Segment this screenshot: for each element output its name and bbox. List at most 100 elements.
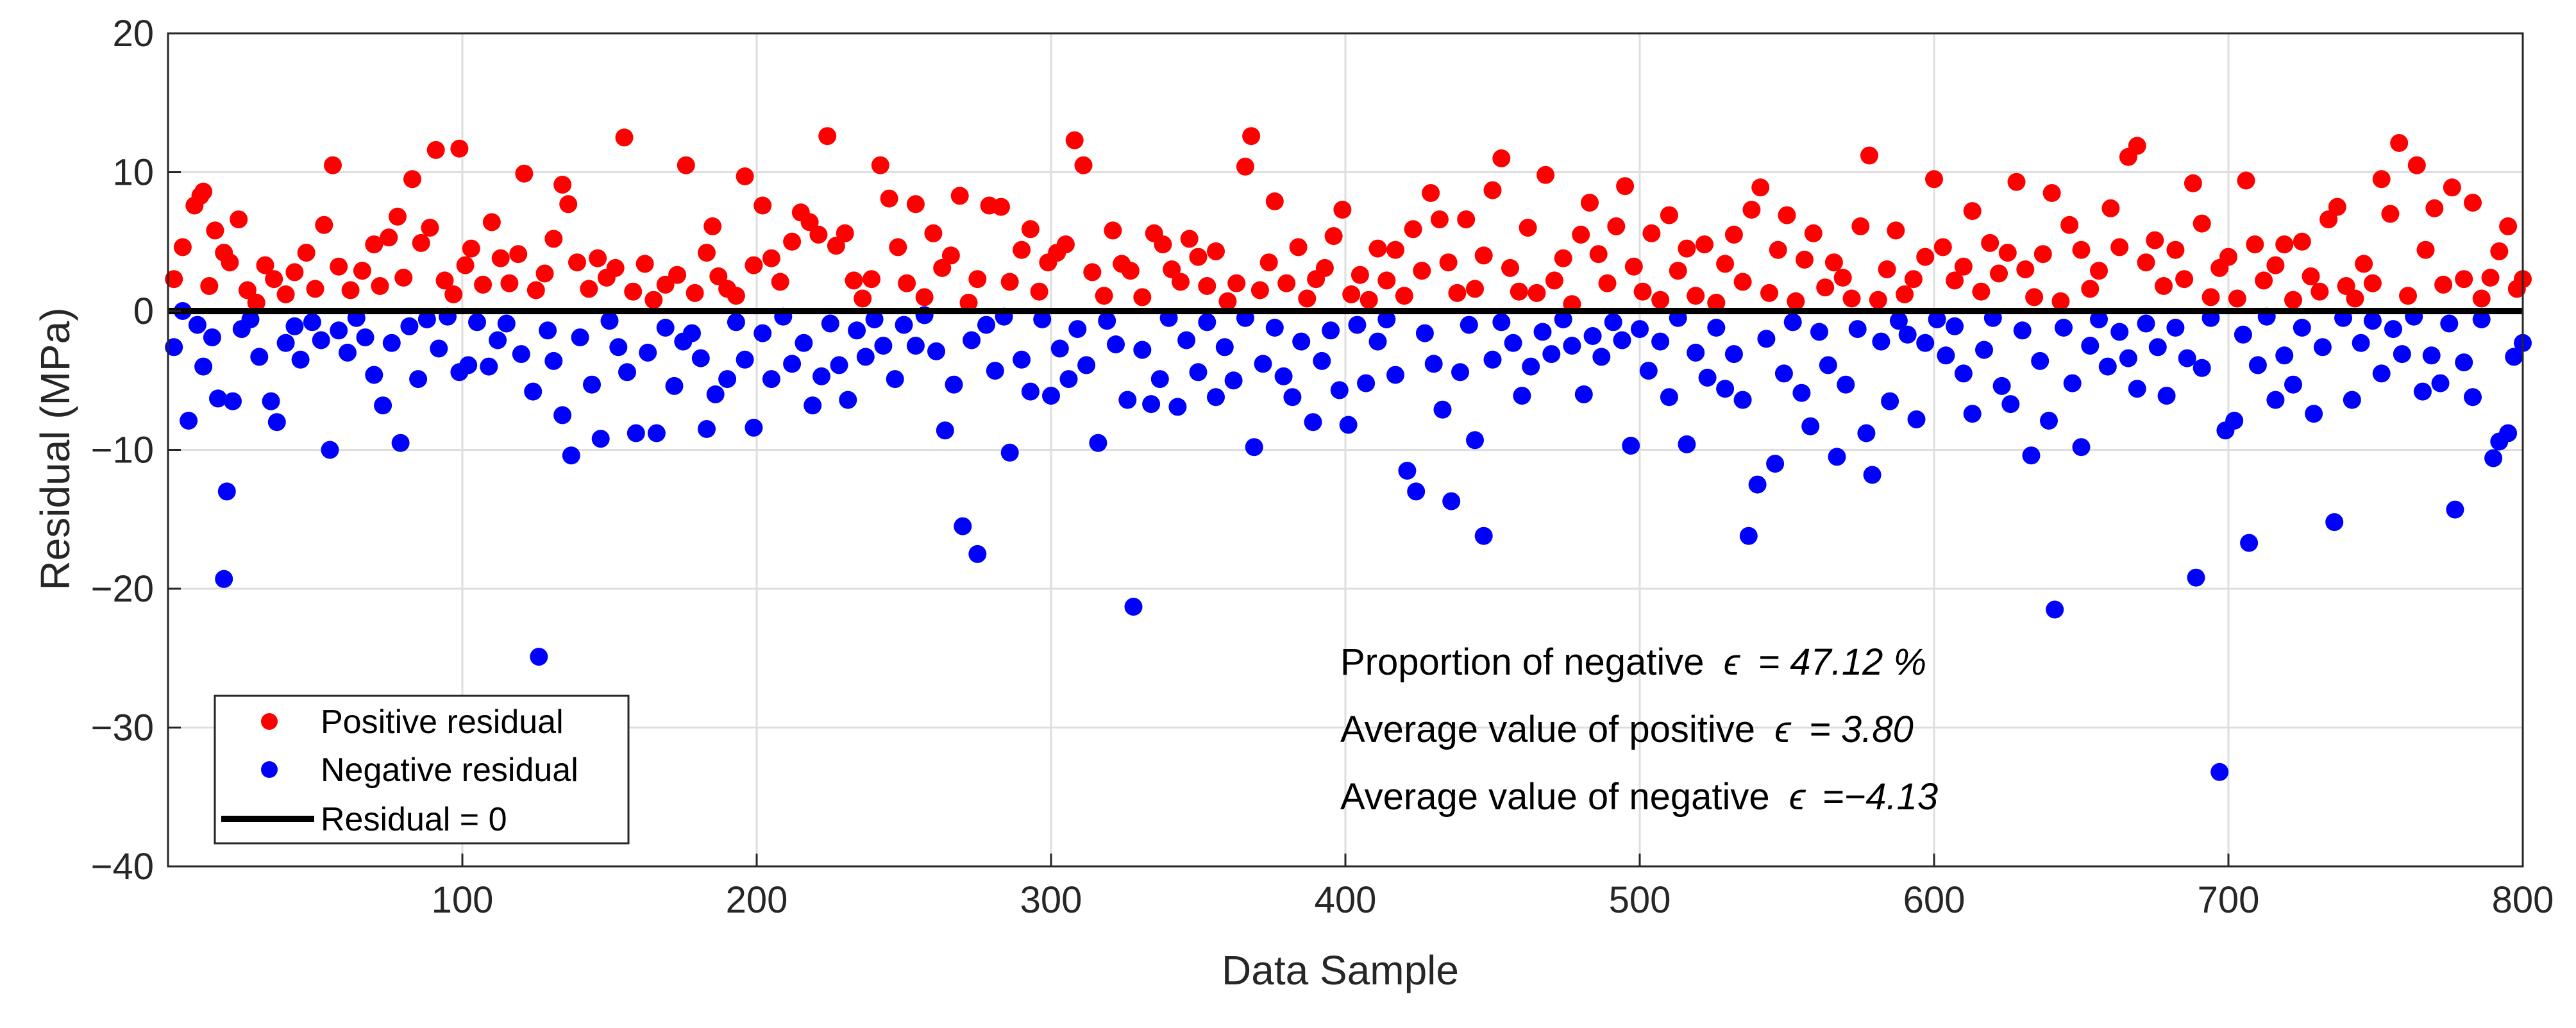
positive-residual-point [1896, 285, 1914, 303]
negative-residual-point [1059, 370, 1078, 389]
negative-residual-point [2446, 500, 2464, 519]
negative-residual-point [591, 430, 610, 448]
positive-residual-point [2128, 137, 2146, 155]
positive-residual-point [668, 265, 687, 284]
positive-residual-point [677, 156, 695, 174]
positive-residual-point [1133, 288, 1152, 307]
positive-residual-point [880, 189, 898, 208]
negative-residual-point [2266, 391, 2285, 409]
negative-residual-point [1810, 323, 1828, 341]
positive-residual-point [709, 267, 728, 285]
negative-residual-point [1050, 339, 1069, 358]
positive-residual-point [1342, 285, 1361, 303]
positive-residual-point [606, 258, 625, 277]
negative-residual-point [1992, 376, 2011, 395]
negative-residual-point [1424, 355, 1443, 373]
negative-residual-point [1801, 417, 1820, 435]
negative-residual-point [1622, 437, 1640, 455]
legend-zero-label: Residual = 0 [321, 801, 507, 838]
negative-residual-point [1733, 391, 1752, 409]
positive-residual-point [1554, 249, 1572, 267]
negative-residual-point [2137, 314, 2155, 333]
negative-residual-point [224, 392, 242, 410]
negative-residual-point [571, 328, 589, 347]
negative-residual-point [1613, 331, 1631, 350]
negative-residual-point [1757, 330, 1776, 348]
positive-residual-point [589, 249, 607, 267]
positive-residual-point [703, 217, 722, 235]
annotation-positive-average: Average value of positive ϵ = 3.80 [1340, 709, 1914, 750]
positive-residual-point [941, 246, 960, 265]
negative-residual-point [2472, 310, 2491, 328]
positive-residual-point [238, 281, 257, 299]
legend-positive-label: Positive residual [321, 704, 564, 741]
positive-residual-point [762, 249, 780, 267]
negative-residual-point [188, 316, 206, 334]
negative-residual-point [209, 389, 227, 408]
positive-residual-point [2060, 215, 2079, 234]
negative-residual-point [600, 312, 619, 330]
positive-residual-point [1696, 235, 1713, 254]
positive-residual-point [854, 289, 872, 308]
negative-residual-point [1124, 598, 1143, 616]
y-tick-label: −20 [91, 568, 154, 610]
positive-residual-point [809, 225, 828, 244]
positive-residual-point [1869, 291, 1887, 309]
positive-residual-point [2443, 178, 2461, 197]
positive-residual-point [2237, 171, 2255, 190]
x-tick-label: 100 [432, 879, 494, 921]
negative-residual-point [986, 362, 1004, 380]
positive-residual-point [2293, 232, 2311, 251]
positive-residual-point [580, 280, 598, 298]
negative-residual-point [291, 350, 310, 369]
positive-residual-point [1769, 240, 1787, 259]
negative-residual-point [1150, 370, 1169, 389]
positive-residual-point [1642, 224, 1661, 242]
positive-residual-point [2363, 274, 2382, 292]
positive-residual-point [1510, 282, 1528, 301]
negative-residual-point [2193, 358, 2211, 377]
y-tick-label: 0 [133, 291, 154, 332]
y-tick-label: −40 [91, 846, 154, 888]
negative-residual-point [1207, 388, 1225, 407]
negative-residual-point [1292, 332, 1311, 351]
negative-residual-point [1533, 323, 1552, 341]
negative-residual-point [409, 370, 428, 389]
negative-residual-point [1698, 368, 1717, 387]
positive-residual-point [403, 170, 421, 189]
negative-residual-point [1460, 316, 1478, 334]
positive-residual-point [1778, 206, 1796, 224]
x-tick-label: 200 [726, 879, 788, 921]
negative-residual-point [1678, 435, 1696, 453]
negative-residual-point [627, 424, 645, 442]
negative-residual-point [2275, 346, 2294, 365]
negative-residual-point [524, 382, 543, 401]
positive-residual-point [2416, 240, 2435, 259]
negative-residual-point [1707, 319, 1726, 337]
positive-residual-point [1925, 170, 1943, 189]
positive-residual-point [727, 287, 745, 305]
stats-annotation: Proportion of negative ϵ = 47.12 % Avera… [1340, 641, 1938, 818]
positive-residual-point [1218, 292, 1237, 310]
positive-residual-point [482, 213, 501, 232]
negative-residual-point [194, 357, 213, 376]
negative-residual-point [262, 392, 280, 410]
negative-residual-point [1254, 355, 1272, 373]
positive-residual-point [1998, 244, 2017, 262]
negative-residual-point [2128, 380, 2146, 398]
annotation-negative-average: Average value of negative ϵ =−4.13 [1340, 776, 1938, 818]
positive-residual-point [1000, 273, 1019, 291]
negative-residual-point [1133, 341, 1152, 359]
positive-residual-point [2246, 235, 2264, 254]
positive-residual-point [435, 271, 454, 290]
negative-residual-point [753, 324, 772, 342]
negative-residual-point [468, 313, 486, 332]
positive-residual-point [636, 255, 654, 273]
positive-residual-point [898, 274, 916, 292]
x-tick-label: 400 [1315, 879, 1377, 921]
positive-residual-point [1163, 260, 1181, 278]
positive-residual-point [444, 285, 463, 303]
negative-residual-point [1504, 333, 1522, 352]
data-points [165, 127, 2532, 781]
negative-residual-point [2081, 337, 2100, 355]
